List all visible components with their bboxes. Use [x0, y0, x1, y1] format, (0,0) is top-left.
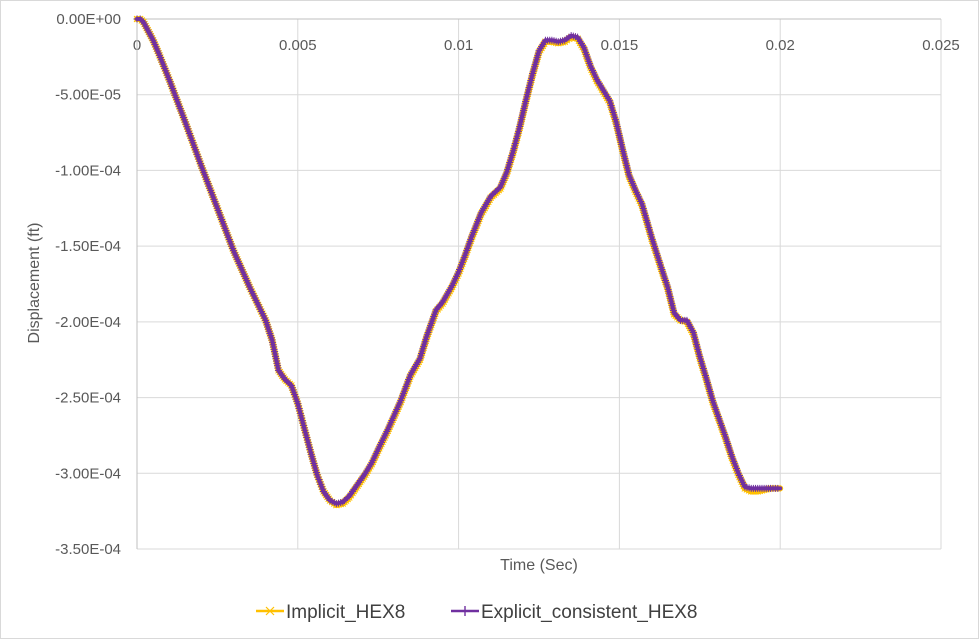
- data-point: [355, 478, 363, 486]
- y-axis-title: Displacement (ft): [26, 223, 43, 344]
- y-tick-label: -3.00E-04: [55, 465, 121, 482]
- y-tick-label: -2.00E-04: [55, 314, 121, 331]
- legend-marker: [265, 606, 275, 616]
- data-point: [283, 377, 291, 385]
- legend-label: Implicit_HEX8: [286, 602, 405, 623]
- y-tick-label: -2.50E-04: [55, 390, 121, 407]
- data-point: [493, 186, 501, 194]
- legend-item-1: Implicit_HEX8: [256, 602, 405, 623]
- data-point: [359, 473, 367, 481]
- legend-label: Explicit_consistent_HEX8: [481, 602, 698, 623]
- data-point: [351, 484, 359, 492]
- data-point: [492, 188, 500, 196]
- data-point: [320, 487, 328, 495]
- data-point: [276, 368, 284, 376]
- axes: 0 0.005 0.01 0.015 0.02 0.0250.00E+00-5.00E-0…: [55, 11, 960, 558]
- legend-item-2: Explicit_consistent_HEX8: [451, 602, 698, 623]
- x-tick-label: 0.01: [444, 37, 473, 54]
- data-point: [354, 480, 362, 488]
- data-point: [356, 477, 364, 485]
- x-axis-title: Time (Sec): [500, 557, 578, 574]
- data-point: [360, 471, 368, 479]
- data-point: [348, 487, 356, 495]
- plot-series: [133, 15, 784, 509]
- data-point: [774, 484, 782, 492]
- data-point: [284, 378, 292, 386]
- y-tick-label: -1.00E-04: [55, 162, 121, 179]
- data-point: [321, 489, 329, 497]
- x-tick-label: 0.005: [279, 37, 317, 54]
- data-point: [138, 17, 146, 25]
- data-point: [487, 192, 495, 200]
- data-point: [344, 494, 352, 502]
- series-1: [133, 15, 784, 509]
- data-point: [490, 189, 498, 197]
- data-point: [340, 497, 348, 505]
- data-point: [278, 372, 286, 380]
- x-tick-label: 0.02: [766, 37, 795, 54]
- data-point: [322, 491, 330, 499]
- data-point: [350, 486, 358, 494]
- legend: Implicit_HEX8 Explicit_consistent_HEX8: [256, 602, 698, 623]
- data-point: [342, 495, 350, 503]
- y-tick-label: 0.00E+00: [56, 11, 121, 28]
- data-point: [277, 370, 285, 378]
- data-point: [281, 375, 289, 383]
- data-point: [136, 15, 144, 23]
- data-point: [286, 380, 294, 388]
- data-point: [339, 498, 347, 506]
- gridlines: [136, 18, 942, 550]
- data-point: [488, 191, 496, 199]
- data-point: [352, 482, 360, 490]
- legend-marker: [460, 606, 470, 616]
- series-2: [133, 15, 783, 508]
- data-point: [280, 374, 288, 382]
- data-point: [357, 475, 365, 483]
- y-tick-label: -3.50E-04: [55, 541, 121, 558]
- data-point: [495, 185, 503, 193]
- data-point: [275, 366, 283, 374]
- data-point: [323, 493, 331, 501]
- x-tick-label: 0.025: [922, 37, 960, 54]
- y-tick-label: -5.00E-05: [55, 87, 121, 104]
- y-tick-label: -1.50E-04: [55, 238, 121, 255]
- x-tick-label: 0.015: [601, 37, 639, 54]
